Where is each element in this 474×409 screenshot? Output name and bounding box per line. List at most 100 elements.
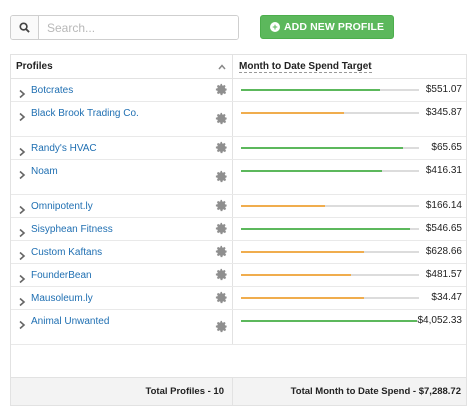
- spend-cell: $551.07: [233, 79, 466, 101]
- spend-amount: $546.65: [425, 223, 462, 234]
- table-row[interactable]: Animal Unwanted $4,052.33: [11, 310, 466, 345]
- table-row[interactable]: Randy's HVAC $65.65: [11, 137, 466, 160]
- spend-amount: $345.87: [425, 107, 462, 118]
- profile-cell: Black Brook Trading Co.: [11, 102, 233, 136]
- spend-progress-fill: [241, 112, 345, 114]
- gear-icon[interactable]: [215, 141, 228, 154]
- spend-progress-track: [241, 251, 419, 253]
- profile-name-link[interactable]: Sisyphean Fitness: [31, 224, 113, 235]
- spend-progress-track: [241, 228, 419, 230]
- profile-name-link[interactable]: Animal Unwanted: [31, 316, 110, 327]
- column-header-profiles-label: Profiles: [16, 61, 53, 72]
- spend-cell: $416.31: [233, 160, 466, 194]
- spend-progress-fill: [241, 205, 325, 207]
- column-header-spend: Month to Date Spend Target: [233, 55, 466, 78]
- table-row[interactable]: Noam $416.31: [11, 160, 466, 195]
- chevron-right-icon[interactable]: [18, 317, 26, 330]
- spend-progress-track: [241, 274, 419, 276]
- gear-icon[interactable]: [215, 83, 228, 96]
- spend-cell: $4,052.33: [233, 310, 466, 344]
- column-header-profiles[interactable]: Profiles: [11, 55, 233, 78]
- gear-icon[interactable]: [215, 245, 228, 258]
- spend-amount: $65.65: [431, 142, 462, 153]
- chevron-right-icon[interactable]: [18, 225, 26, 238]
- search-button[interactable]: [11, 16, 39, 39]
- spend-progress-track: [241, 170, 419, 172]
- profile-cell: Botcrates: [11, 79, 233, 101]
- column-header-spend-label: Month to Date Spend Target: [239, 60, 372, 73]
- chevron-right-icon[interactable]: [18, 167, 26, 180]
- spend-progress-track: [241, 320, 419, 322]
- chevron-right-icon[interactable]: [18, 86, 26, 99]
- profile-cell: Noam: [11, 160, 233, 194]
- profiles-table: Profiles Month to Date Spend Target Botc…: [10, 54, 467, 406]
- profile-name-link[interactable]: Black Brook Trading Co.: [31, 108, 139, 119]
- spend-cell: $166.14: [233, 195, 466, 217]
- toolbar: + ADD NEW PROFILE: [0, 0, 474, 52]
- table-footer: Total Profiles - 10 Total Month to Date …: [11, 377, 466, 405]
- spend-cell: $546.65: [233, 218, 466, 240]
- spend-progress-fill: [241, 147, 403, 149]
- spend-progress-track: [241, 147, 419, 149]
- search-icon: [19, 22, 30, 33]
- add-new-profile-button[interactable]: + ADD NEW PROFILE: [260, 15, 395, 39]
- table-header: Profiles Month to Date Spend Target: [11, 55, 466, 79]
- profile-cell: Custom Kaftans: [11, 241, 233, 263]
- profile-cell: Omnipotent.ly: [11, 195, 233, 217]
- profile-name-link[interactable]: Randy's HVAC: [31, 143, 97, 154]
- profile-cell: Mausoleum.ly: [11, 287, 233, 309]
- add-new-profile-label: ADD NEW PROFILE: [284, 21, 385, 33]
- profile-name-link[interactable]: Mausoleum.ly: [31, 293, 93, 304]
- spend-progress-track: [241, 205, 419, 207]
- spend-cell: $481.57: [233, 264, 466, 286]
- gear-icon[interactable]: [215, 268, 228, 281]
- chevron-right-icon[interactable]: [18, 202, 26, 215]
- spend-amount: $551.07: [425, 84, 462, 95]
- spend-amount: $416.31: [425, 165, 462, 176]
- spend-cell: $628.66: [233, 241, 466, 263]
- chevron-up-icon[interactable]: [218, 63, 226, 70]
- chevron-right-icon[interactable]: [18, 271, 26, 284]
- gear-icon[interactable]: [215, 112, 228, 125]
- profile-name-link[interactable]: FounderBean: [31, 270, 92, 281]
- spend-progress-fill: [241, 228, 411, 230]
- profile-cell: Randy's HVAC: [11, 137, 233, 159]
- profile-name-link[interactable]: Noam: [31, 166, 58, 177]
- chevron-right-icon[interactable]: [18, 248, 26, 261]
- gear-icon[interactable]: [215, 320, 228, 333]
- chevron-right-icon[interactable]: [18, 294, 26, 307]
- table-row[interactable]: Omnipotent.ly $166.14: [11, 195, 466, 218]
- spend-amount: $4,052.33: [417, 315, 463, 326]
- profile-name-link[interactable]: Botcrates: [31, 85, 74, 96]
- spend-amount: $34.47: [431, 292, 462, 303]
- spend-cell: $34.47: [233, 287, 466, 309]
- profile-cell: Sisyphean Fitness: [11, 218, 233, 240]
- spend-progress-fill: [241, 251, 364, 253]
- spend-cell: $65.65: [233, 137, 466, 159]
- footer-total-spend: Total Month to Date Spend - $7,288.72: [290, 386, 461, 397]
- chevron-right-icon[interactable]: [18, 109, 26, 122]
- spend-progress-track: [241, 112, 419, 114]
- table-row[interactable]: Sisyphean Fitness $546.65: [11, 218, 466, 241]
- spend-progress-fill: [241, 320, 418, 322]
- profile-name-link[interactable]: Omnipotent.ly: [31, 201, 93, 212]
- table-row[interactable]: FounderBean $481.57: [11, 264, 466, 287]
- profile-name-link[interactable]: Custom Kaftans: [31, 247, 103, 258]
- table-row[interactable]: Custom Kaftans $628.66: [11, 241, 466, 264]
- chevron-right-icon[interactable]: [18, 144, 26, 157]
- spend-progress-fill: [241, 297, 364, 299]
- gear-icon[interactable]: [215, 199, 228, 212]
- search-box: [10, 15, 239, 40]
- table-row[interactable]: Botcrates $551.07: [11, 79, 466, 102]
- table-row[interactable]: Black Brook Trading Co. $345.87: [11, 102, 466, 137]
- gear-icon[interactable]: [215, 170, 228, 183]
- footer-total-profiles: Total Profiles - 10: [11, 378, 233, 405]
- plus-circle-icon: +: [270, 22, 280, 32]
- gear-icon[interactable]: [215, 222, 228, 235]
- table-row[interactable]: Mausoleum.ly $34.47: [11, 287, 466, 310]
- gear-icon[interactable]: [215, 291, 228, 304]
- spend-amount: $166.14: [425, 200, 462, 211]
- search-input[interactable]: [39, 16, 238, 39]
- table-body: Botcrates $551.07 Black Brook Trading Co. $…: [11, 79, 466, 345]
- spend-progress-track: [241, 89, 419, 91]
